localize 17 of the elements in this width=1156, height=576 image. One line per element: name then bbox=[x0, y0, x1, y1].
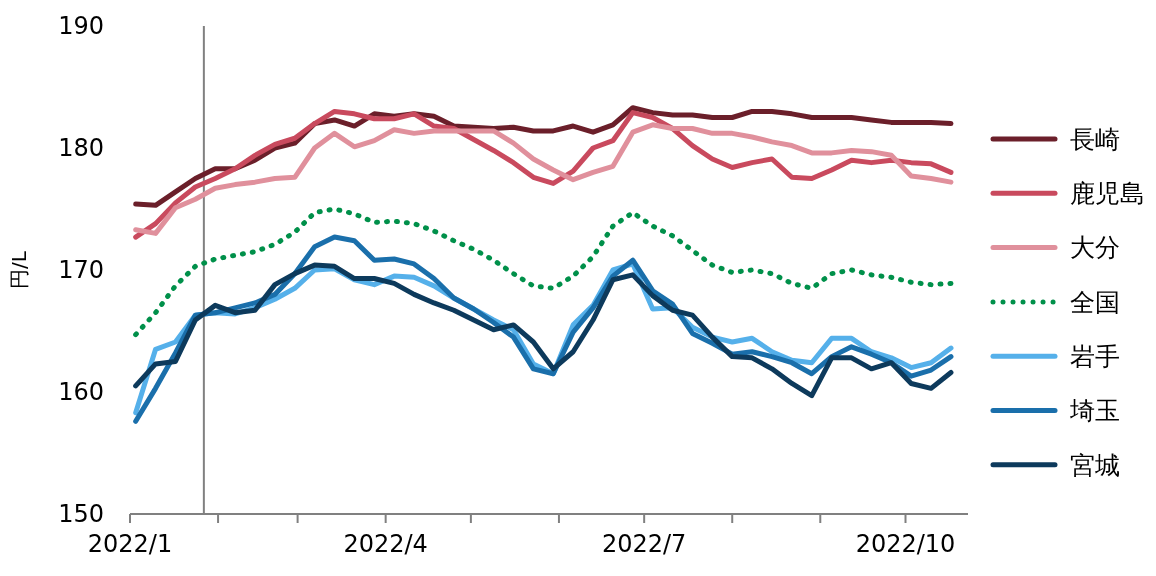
x-tick-label: 2022/4 bbox=[343, 530, 428, 558]
legend-label: 埼玉 bbox=[1069, 396, 1120, 426]
y-tick-label: 150 bbox=[58, 500, 104, 529]
y-tick-label: 190 bbox=[58, 12, 104, 41]
y-tick-label: 180 bbox=[58, 134, 104, 163]
legend-label: 全国 bbox=[1070, 287, 1120, 317]
y-axis-title: 円/L bbox=[7, 250, 31, 289]
x-tick-label: 2022/7 bbox=[601, 530, 687, 558]
legend-label: 大分 bbox=[1070, 233, 1120, 263]
legend-label: 宮城 bbox=[1070, 450, 1120, 480]
legend-label: 長崎 bbox=[1070, 124, 1120, 154]
legend-label: 岩手 bbox=[1070, 341, 1120, 371]
x-tick-label: 2022/1 bbox=[87, 530, 173, 558]
legend-label: 鹿児島 bbox=[1070, 179, 1145, 209]
y-tick-label: 170 bbox=[58, 256, 104, 285]
y-tick-label: 160 bbox=[58, 378, 104, 407]
x-tick-label: 2022/10 bbox=[855, 530, 956, 558]
